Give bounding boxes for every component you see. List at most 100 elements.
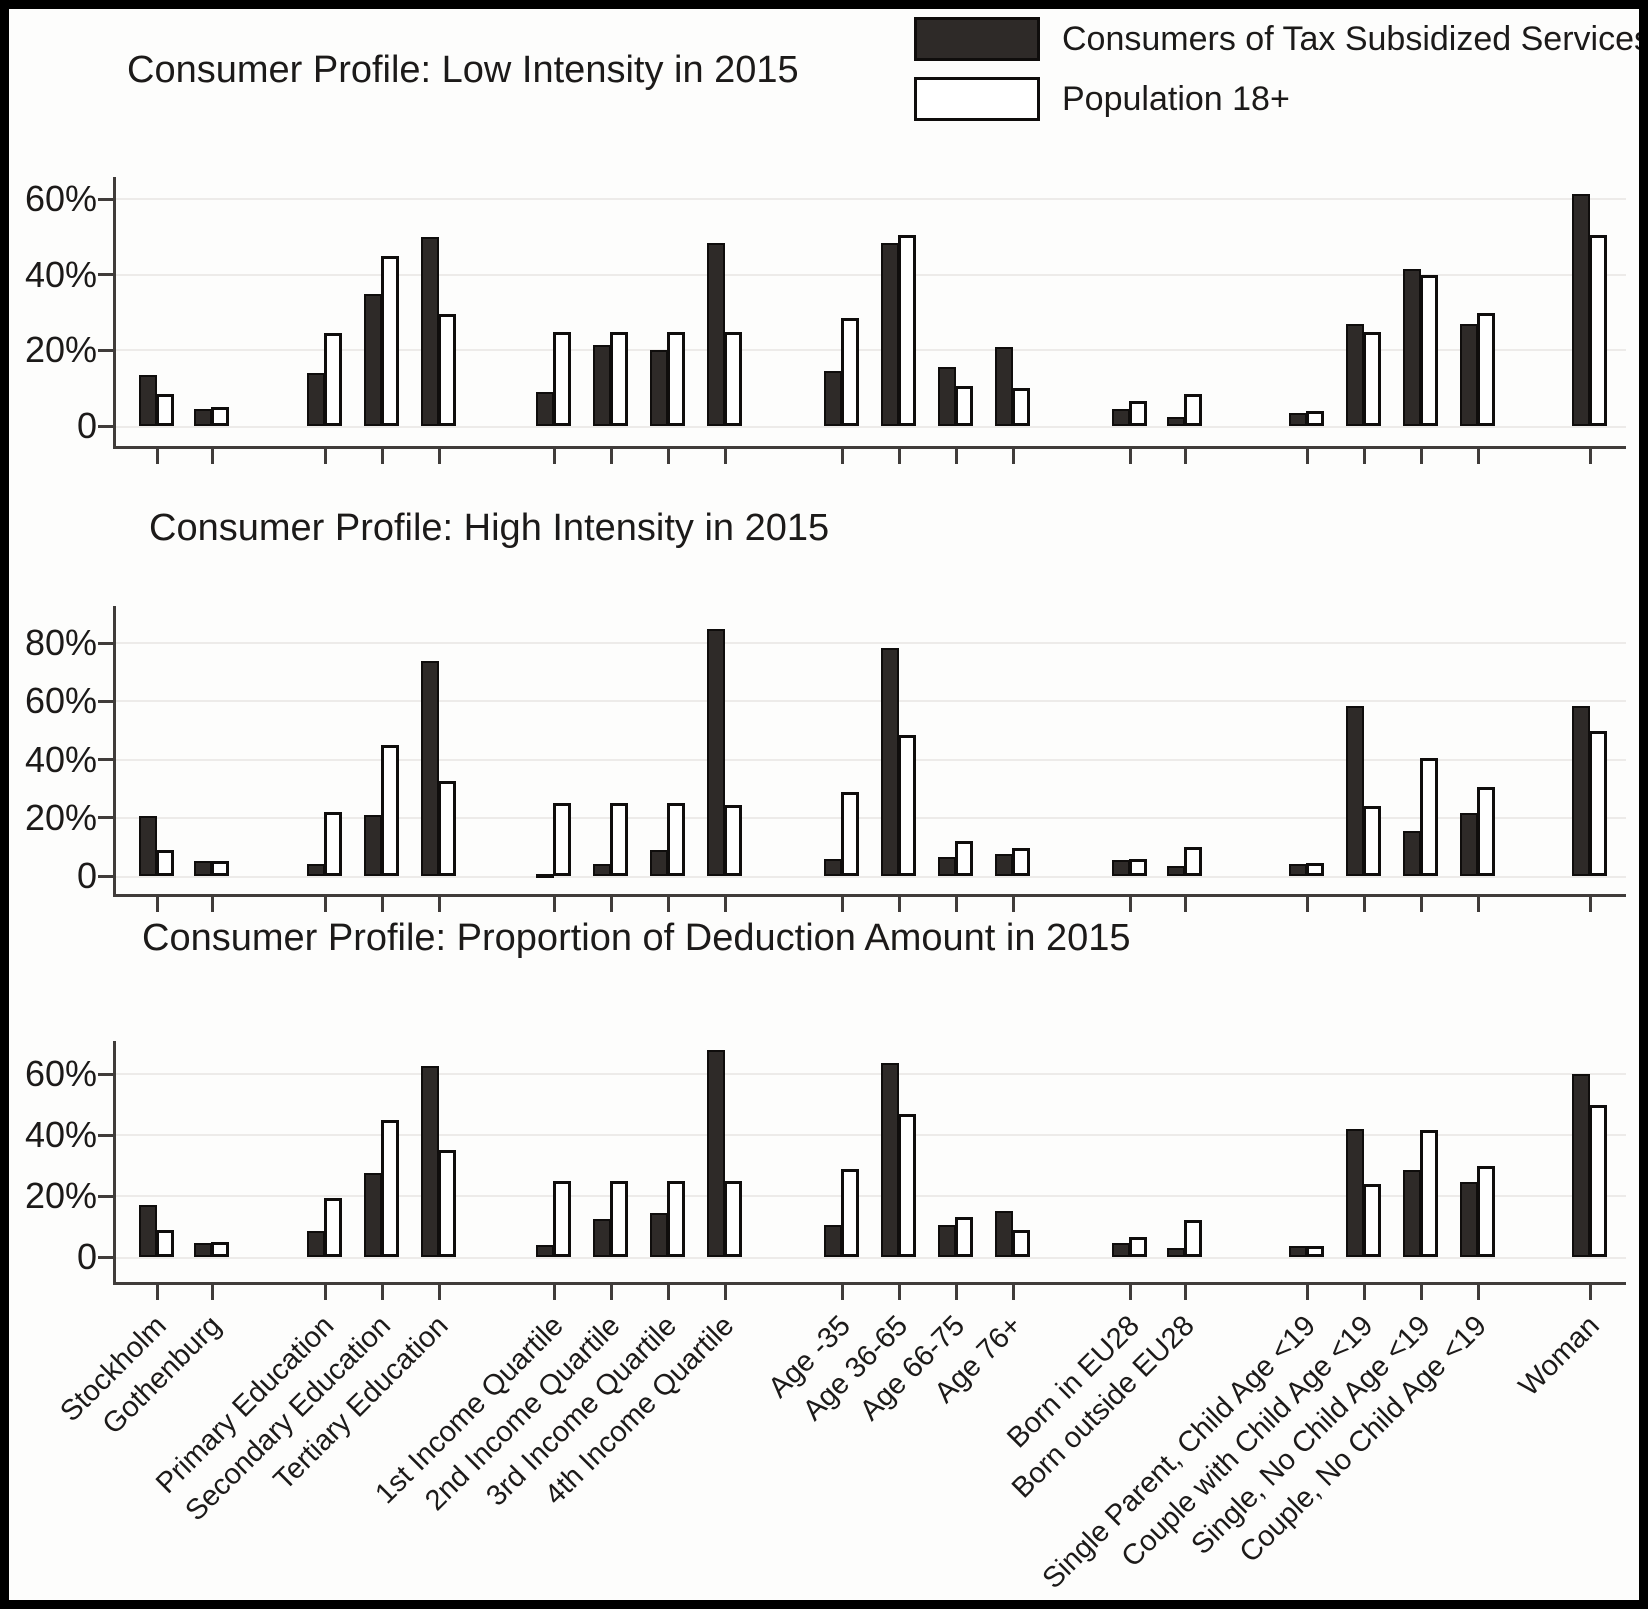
y-tick-label-60-high-intensity: 60% xyxy=(24,680,97,722)
bar-consumers-low-intensity-4 xyxy=(421,237,439,426)
x-tick-mark-deduction-amount-16 xyxy=(1362,1285,1366,1300)
bar-consumers-low-intensity-9 xyxy=(824,371,842,426)
bar-population-low-intensity-2 xyxy=(324,333,342,426)
bar-consumers-deduction-amount-10 xyxy=(881,1063,899,1257)
bar-consumers-deduction-amount-11 xyxy=(938,1224,956,1257)
gridline-40-deduction-amount xyxy=(116,1134,1626,1136)
x-tick-mark-high-intensity-10 xyxy=(897,897,901,912)
bar-population-low-intensity-1 xyxy=(211,407,229,426)
x-tick-mark-low-intensity-6 xyxy=(609,449,613,464)
x-tick-mark-high-intensity-12 xyxy=(1011,897,1015,912)
bar-population-low-intensity-9 xyxy=(841,318,859,426)
x-tick-mark-low-intensity-3 xyxy=(380,449,384,464)
bar-consumers-low-intensity-12 xyxy=(995,346,1013,426)
legend-swatch-population xyxy=(914,77,1040,121)
x-tick-mark-low-intensity-13 xyxy=(1128,449,1132,464)
bar-consumers-high-intensity-0 xyxy=(139,816,157,876)
x-tick-mark-deduction-amount-4 xyxy=(437,1285,441,1300)
bar-population-high-intensity-19 xyxy=(1589,730,1607,876)
bar-population-deduction-amount-3 xyxy=(381,1119,399,1257)
x-tick-mark-high-intensity-15 xyxy=(1305,897,1309,912)
x-tick-mark-high-intensity-14 xyxy=(1183,897,1187,912)
bar-population-high-intensity-11 xyxy=(955,841,973,876)
x-tick-mark-deduction-amount-10 xyxy=(897,1285,901,1300)
x-tick-mark-deduction-amount-3 xyxy=(380,1285,384,1300)
bar-consumers-high-intensity-4 xyxy=(421,660,439,876)
bar-population-high-intensity-14 xyxy=(1184,846,1202,876)
x-tick-mark-high-intensity-8 xyxy=(723,897,727,912)
x-tick-mark-high-intensity-6 xyxy=(609,897,613,912)
x-category-label-19: Woman xyxy=(1512,1309,1606,1403)
bar-population-high-intensity-16 xyxy=(1363,806,1381,876)
x-tick-mark-low-intensity-15 xyxy=(1305,449,1309,464)
y-tick-mark-high-intensity xyxy=(98,816,113,820)
bar-consumers-deduction-amount-18 xyxy=(1460,1182,1478,1257)
y-tick-label-40-low-intensity: 40% xyxy=(24,253,97,295)
bar-population-deduction-amount-14 xyxy=(1184,1220,1202,1257)
bar-consumers-deduction-amount-5 xyxy=(536,1244,554,1257)
bar-population-low-intensity-8 xyxy=(724,331,742,426)
bar-population-high-intensity-13 xyxy=(1129,858,1147,876)
x-axis-line-deduction-amount xyxy=(113,1282,1626,1285)
bar-consumers-high-intensity-19 xyxy=(1572,705,1590,876)
bar-population-deduction-amount-12 xyxy=(1012,1229,1030,1257)
bar-consumers-low-intensity-15 xyxy=(1289,412,1307,426)
bar-population-high-intensity-9 xyxy=(841,791,859,876)
y-tick-mark-high-intensity xyxy=(98,699,113,703)
bar-population-high-intensity-4 xyxy=(438,781,456,876)
x-tick-mark-low-intensity-11 xyxy=(954,449,958,464)
bar-population-low-intensity-16 xyxy=(1363,331,1381,426)
bar-consumers-deduction-amount-15 xyxy=(1289,1246,1307,1257)
bar-population-low-intensity-5 xyxy=(553,331,571,426)
x-tick-mark-low-intensity-19 xyxy=(1588,449,1592,464)
bar-consumers-high-intensity-13 xyxy=(1112,859,1130,876)
bar-population-low-intensity-7 xyxy=(667,331,685,426)
gridline-40-high-intensity xyxy=(116,758,1626,761)
bar-consumers-high-intensity-6 xyxy=(593,864,611,876)
x-tick-mark-deduction-amount-8 xyxy=(723,1285,727,1300)
y-tick-mark-high-intensity xyxy=(98,758,113,762)
bar-consumers-high-intensity-5 xyxy=(536,874,554,878)
bar-consumers-low-intensity-3 xyxy=(364,293,382,426)
bar-population-deduction-amount-16 xyxy=(1363,1183,1381,1257)
x-tick-mark-low-intensity-14 xyxy=(1183,449,1187,464)
bar-consumers-deduction-amount-4 xyxy=(421,1066,439,1257)
bar-population-deduction-amount-19 xyxy=(1589,1104,1607,1257)
bar-consumers-deduction-amount-8 xyxy=(707,1049,725,1257)
legend: Consumers of Tax Subsidized Services Pop… xyxy=(914,17,1639,137)
bar-population-deduction-amount-18 xyxy=(1477,1165,1495,1257)
x-tick-mark-deduction-amount-13 xyxy=(1128,1285,1132,1300)
bar-population-deduction-amount-13 xyxy=(1129,1237,1147,1257)
gridline-80-high-intensity xyxy=(116,642,1626,645)
bar-consumers-low-intensity-17 xyxy=(1403,269,1421,426)
chart-title-high-intensity: Consumer Profile: High Intensity in 2015 xyxy=(149,507,830,549)
x-tick-mark-low-intensity-18 xyxy=(1476,449,1480,464)
x-tick-mark-high-intensity-19 xyxy=(1588,897,1592,912)
bar-consumers-deduction-amount-1 xyxy=(194,1243,212,1257)
x-tick-mark-high-intensity-7 xyxy=(666,897,670,912)
legend-row-population: Population 18+ xyxy=(914,77,1639,121)
bar-consumers-low-intensity-19 xyxy=(1572,193,1590,426)
y-tick-mark-deduction-amount xyxy=(98,1255,113,1259)
bar-population-high-intensity-8 xyxy=(724,804,742,876)
legend-row-consumers: Consumers of Tax Subsidized Services xyxy=(914,17,1639,61)
bar-population-high-intensity-0 xyxy=(156,849,174,876)
bar-population-low-intensity-18 xyxy=(1477,312,1495,426)
bar-consumers-low-intensity-8 xyxy=(707,242,725,426)
y-axis-line-high-intensity xyxy=(113,606,116,894)
bar-population-high-intensity-7 xyxy=(667,803,685,876)
bar-consumers-low-intensity-0 xyxy=(139,374,157,426)
bar-consumers-low-intensity-6 xyxy=(593,344,611,426)
y-tick-label-20-deduction-amount: 20% xyxy=(24,1175,97,1216)
bar-consumers-high-intensity-16 xyxy=(1346,705,1364,876)
bar-consumers-high-intensity-17 xyxy=(1403,830,1421,876)
y-axis-line-low-intensity xyxy=(113,177,116,446)
bar-population-low-intensity-13 xyxy=(1129,401,1147,426)
x-tick-mark-low-intensity-12 xyxy=(1011,449,1015,464)
bar-population-high-intensity-6 xyxy=(610,803,628,876)
bar-population-high-intensity-17 xyxy=(1420,758,1438,876)
gridline-0-high-intensity xyxy=(116,876,1626,878)
y-tick-label-20-low-intensity: 20% xyxy=(24,329,97,371)
bar-consumers-deduction-amount-2 xyxy=(307,1231,325,1257)
